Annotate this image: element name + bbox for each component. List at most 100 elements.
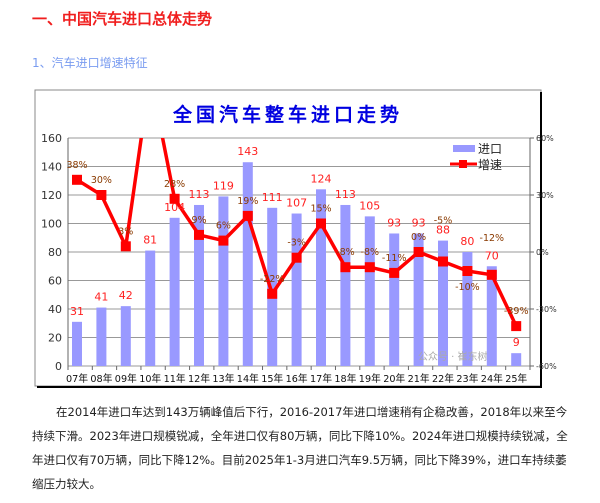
x-tick-label: 08年 — [90, 372, 112, 385]
left-tick-label: 0 — [55, 360, 62, 373]
right-tick-label: 60% — [536, 134, 554, 143]
bar — [389, 233, 400, 366]
legend-line-marker — [459, 160, 467, 168]
bar-value-label: 107 — [286, 197, 307, 210]
left-tick-label: 120 — [41, 189, 62, 202]
growth-value-label: 30% — [91, 175, 112, 186]
bar — [438, 240, 448, 366]
x-tick-label: 25年 — [505, 372, 527, 385]
bar — [72, 321, 82, 366]
x-tick-label: 07年 — [66, 372, 88, 385]
growth-value-label: 0% — [411, 232, 426, 243]
x-tick-label: 15年 — [261, 372, 283, 385]
legend-bar-label: 进口 — [478, 142, 502, 156]
growth-value-label: -5% — [434, 216, 453, 227]
chart-frame — [34, 89, 542, 387]
right-tick-label: 30% — [536, 191, 554, 200]
left-tick-label: 60 — [48, 275, 62, 288]
bar-value-label: 104 — [164, 201, 185, 214]
bar-value-label: 105 — [359, 199, 380, 212]
growth-marker — [291, 252, 302, 263]
growth-marker — [413, 247, 424, 257]
bar — [194, 204, 204, 366]
bar — [120, 306, 131, 366]
bar-value-label: 88 — [436, 224, 450, 237]
x-tick-label: 17年 — [310, 372, 332, 385]
bar-value-label: 124 — [311, 172, 332, 185]
bar-value-label: 31 — [70, 305, 84, 318]
bar — [486, 266, 497, 366]
growth-value-label: -3% — [287, 238, 306, 249]
growth-value-label: 6% — [216, 221, 231, 232]
bar — [340, 204, 351, 366]
bar — [218, 196, 229, 366]
left-tick-label: 100 — [41, 218, 62, 231]
bar-value-label: 80 — [460, 235, 474, 248]
x-tick-label: 21年 — [408, 372, 430, 385]
legend-line-label: 增速 — [478, 158, 502, 172]
analysis-paragraph: 在2014年进口车达到143万辆峰值后下行，2016-2017年进口增速稍有企稳… — [32, 405, 568, 491]
x-tick-label: 22年 — [432, 372, 454, 385]
growth-marker — [316, 218, 326, 229]
bar-value-label: 111 — [262, 191, 283, 204]
bar-value-label: 119 — [213, 179, 234, 192]
bar-value-label: 42 — [119, 289, 133, 302]
left-tick-label: 20 — [48, 332, 62, 345]
right-tick-label: -60% — [536, 362, 557, 371]
growth-marker — [267, 288, 278, 299]
bar — [145, 250, 156, 366]
growth-marker — [96, 190, 107, 200]
growth-value-label: -10% — [455, 282, 480, 293]
x-tick-label: 13年 — [212, 372, 234, 385]
left-tick-label: 80 — [48, 246, 62, 259]
growth-marker — [169, 193, 180, 204]
bar — [462, 252, 473, 366]
bar-value-label: 113 — [335, 188, 356, 201]
left-tick-label: 40 — [48, 303, 62, 316]
growth-marker — [438, 256, 448, 267]
bar-value-label: 93 — [387, 216, 401, 229]
x-tick-label: 20年 — [383, 372, 405, 385]
growth-marker — [364, 262, 375, 273]
right-tick-label: 0% — [536, 248, 549, 257]
growth-value-label: 15% — [310, 204, 331, 215]
watermark: 公众号 · 崔东树 — [418, 350, 488, 363]
subsection-heading: 1、汽车进口增速特征 — [32, 56, 148, 70]
x-tick-label: 19年 — [359, 372, 381, 385]
chart-title: 全国汽车整车进口走势 — [172, 103, 403, 126]
growth-value-label: -8% — [336, 247, 355, 258]
x-tick-label: 23年 — [456, 372, 478, 385]
bar — [364, 216, 375, 366]
growth-value-label: 38% — [66, 160, 87, 171]
bar-value-label: 81 — [143, 234, 157, 247]
left-tick-label: 140 — [41, 161, 62, 174]
growth-value-label: 28% — [164, 179, 185, 190]
growth-marker — [242, 210, 253, 221]
growth-value-label: 19% — [237, 196, 258, 207]
x-tick-label: 10年 — [139, 372, 161, 385]
growth-value-label: -12% — [480, 233, 505, 244]
growth-marker — [218, 235, 229, 246]
bar — [267, 207, 278, 366]
bar — [511, 353, 522, 366]
growth-value-label: -8% — [361, 247, 380, 258]
bar — [413, 233, 424, 366]
import-trend-chart: 全国汽车整车进口走势 0 20 40 60 80 100 120 140 160 -60% -30%… — [34, 89, 557, 388]
bar-value-label: 143 — [237, 145, 258, 158]
growth-value-label: -39% — [504, 306, 529, 317]
x-tick-label: 18年 — [334, 372, 356, 385]
bar-value-label: 9 — [513, 336, 520, 349]
bar-value-label: 41 — [94, 291, 108, 304]
legend: 进口 增速 — [450, 142, 502, 172]
growth-value-label: -22% — [260, 274, 285, 285]
right-tick-label: -30% — [536, 305, 557, 314]
growth-marker — [72, 174, 82, 185]
growth-value-label: -11% — [382, 253, 407, 264]
growth-marker — [340, 262, 351, 273]
bar — [316, 189, 326, 366]
x-tick-label: 14年 — [237, 372, 259, 385]
legend-bar-swatch — [453, 145, 475, 152]
bar-value-label: 93 — [412, 216, 426, 229]
x-tick-label: 09年 — [115, 372, 137, 385]
section-heading: 一、中国汽车进口总体走势 — [32, 10, 213, 28]
